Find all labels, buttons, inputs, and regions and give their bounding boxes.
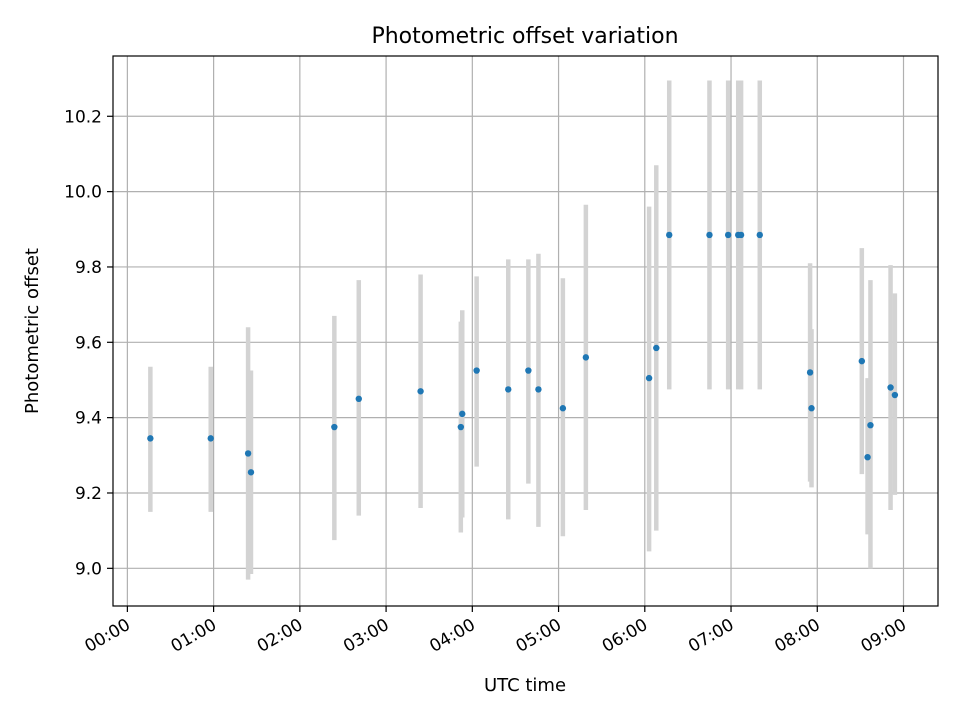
y-tick-label: 9.0	[75, 559, 102, 579]
data-point	[559, 405, 567, 412]
y-tick-label: 10.2	[64, 107, 102, 127]
y-tick-label: 9.2	[75, 484, 102, 504]
data-point	[207, 435, 214, 442]
data-point	[666, 231, 673, 239]
data-point	[505, 386, 512, 393]
data-point	[331, 423, 338, 431]
data-points	[147, 231, 899, 476]
data-point	[244, 450, 252, 457]
y-axis-label: Photometric offset	[22, 248, 43, 414]
data-point	[582, 354, 590, 361]
data-point	[459, 410, 466, 418]
data-point	[535, 386, 542, 393]
y-tick-label: 9.4	[75, 409, 102, 429]
chart-title: Photometric offset variation	[371, 24, 678, 49]
data-point	[457, 423, 465, 431]
data-point	[756, 231, 763, 239]
data-point	[867, 421, 874, 429]
data-point	[247, 469, 255, 476]
data-point	[417, 388, 424, 395]
data-point	[858, 357, 866, 365]
data-point	[355, 395, 362, 403]
data-point	[645, 374, 653, 382]
data-point	[806, 369, 814, 376]
plot-frame	[112, 55, 939, 607]
data-point	[525, 367, 532, 374]
y-tick-label: 9.6	[75, 333, 102, 353]
x-axis-label: UTC time	[484, 675, 566, 696]
data-point	[737, 231, 745, 239]
data-point	[706, 231, 713, 239]
data-point	[864, 453, 871, 461]
data-point	[147, 435, 154, 442]
data-point	[724, 231, 732, 239]
data-point	[808, 405, 815, 412]
y-tick-label: 10.0	[64, 183, 102, 203]
data-point	[473, 367, 480, 374]
y-tick-label: 9.8	[75, 258, 102, 278]
data-point	[891, 391, 899, 399]
data-point	[887, 384, 894, 391]
data-point	[653, 344, 660, 352]
